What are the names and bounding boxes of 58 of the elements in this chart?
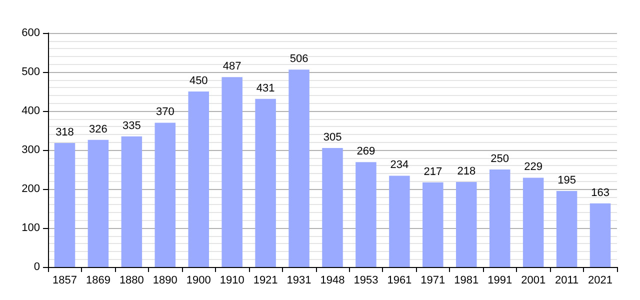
x-tick-label: 1953	[354, 274, 378, 286]
data-label: 229	[524, 161, 543, 174]
bar	[522, 178, 544, 267]
bar	[422, 182, 444, 267]
data-label: 269	[356, 146, 376, 158]
bar	[322, 148, 343, 267]
y-tick-label: 400	[22, 105, 40, 117]
data-label: 450	[189, 75, 208, 87]
bar	[222, 77, 242, 267]
bar	[288, 70, 310, 267]
data-label: 218	[457, 165, 476, 178]
bar	[54, 142, 76, 267]
bar	[188, 92, 209, 267]
y-tick-label: 200	[22, 183, 40, 195]
x-tick-label: 1971	[420, 274, 446, 286]
data-label: 250	[490, 153, 510, 165]
x-tick-label: 1931	[286, 274, 312, 286]
y-tick-label: 0	[34, 261, 40, 273]
bar	[154, 122, 176, 267]
x-tick-label: 1921	[253, 274, 278, 286]
x-tick-label: 1991	[488, 274, 512, 286]
data-label: 305	[323, 132, 342, 144]
x-tick-label: 2011	[554, 274, 579, 286]
x-tick-label: 2001	[521, 274, 546, 286]
bar	[121, 136, 142, 267]
bar	[88, 140, 109, 267]
x-tick-label: 1900	[186, 274, 211, 286]
data-label: 506	[290, 53, 308, 66]
data-label: 234	[390, 159, 409, 172]
data-label: 326	[89, 123, 108, 136]
y-tick-label: 100	[22, 222, 40, 234]
x-tick-label: 1857	[52, 274, 77, 286]
x-tick-label: 2021	[588, 274, 613, 286]
x-tick-label: 1869	[86, 274, 110, 286]
bar	[489, 170, 510, 267]
x-tick-label: 1948	[320, 274, 345, 286]
bar	[456, 182, 477, 267]
data-label: 318	[56, 126, 74, 138]
x-tick-label: 1981	[454, 274, 479, 286]
x-tick-label: 1910	[220, 274, 244, 286]
data-label: 163	[591, 186, 610, 199]
data-label: 370	[156, 106, 174, 118]
bar	[356, 162, 376, 267]
data-label: 195	[558, 174, 576, 186]
y-tick-label: 300	[22, 144, 40, 156]
bar	[590, 203, 611, 267]
data-label: 431	[256, 82, 275, 94]
y-tick-label: 600	[22, 27, 40, 39]
bar	[255, 98, 276, 267]
data-label: 335	[122, 120, 141, 132]
x-tick-label: 1961	[387, 274, 412, 286]
x-tick-label: 1880	[119, 274, 144, 286]
data-label: 487	[222, 60, 242, 73]
bar	[389, 176, 410, 267]
x-tick-label: 1890	[152, 274, 178, 286]
data-label: 217	[424, 166, 442, 178]
y-tick-label: 500	[22, 66, 40, 78]
bar	[556, 190, 578, 267]
